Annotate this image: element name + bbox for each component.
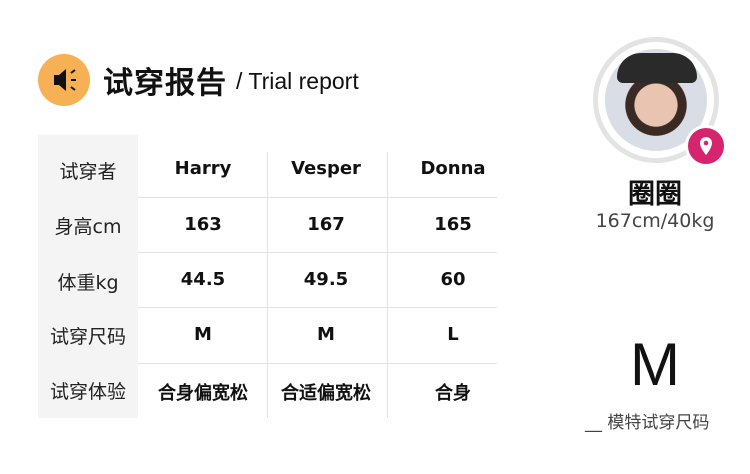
location-pin-icon <box>685 125 727 167</box>
row-label: 体重kg <box>57 272 119 294</box>
divider <box>138 252 497 253</box>
table-cell: M <box>194 324 212 345</box>
model-name: 圈圈 <box>628 179 682 210</box>
title-separator: / <box>236 68 243 94</box>
column-header: Donna <box>420 158 486 179</box>
column-header: Vesper <box>291 158 361 179</box>
divider <box>387 152 388 418</box>
table-cell: 167 <box>307 214 345 235</box>
speaker-icon <box>38 54 90 106</box>
row-label: 试穿者 <box>59 161 117 183</box>
table-cell: 60 <box>440 269 466 290</box>
divider <box>138 363 497 364</box>
avatar-hat <box>617 53 697 83</box>
table-cell: 合身偏宽松 <box>158 383 248 404</box>
model-size-label: __ 模特试穿尺码 <box>585 413 710 433</box>
divider <box>267 152 268 418</box>
label-column <box>38 135 138 418</box>
model-stats: 167cm/40kg <box>595 210 715 232</box>
table-cell: 163 <box>184 214 222 235</box>
row-label: 试穿体验 <box>49 381 126 403</box>
page-subtitle: / Trial report <box>236 68 359 95</box>
table-cell: 44.5 <box>180 269 226 290</box>
table-cell: 165 <box>434 214 472 235</box>
subtitle-text: Trial report <box>248 68 359 94</box>
table-cell: M <box>317 324 335 345</box>
page-title: 试穿报告 <box>103 66 227 101</box>
avatar-ring <box>593 37 719 163</box>
row-label: 试穿尺码 <box>49 326 126 348</box>
table-cell: 49.5 <box>303 269 349 290</box>
model-size: M <box>630 331 680 398</box>
row-label: 身高cm <box>54 216 122 238</box>
table-cell: L <box>447 324 459 345</box>
divider <box>138 307 497 308</box>
column-header: Harry <box>174 158 232 179</box>
table-cell: 合身 <box>435 383 471 404</box>
divider <box>138 197 497 198</box>
table-cell: 合适偏宽松 <box>281 383 371 404</box>
